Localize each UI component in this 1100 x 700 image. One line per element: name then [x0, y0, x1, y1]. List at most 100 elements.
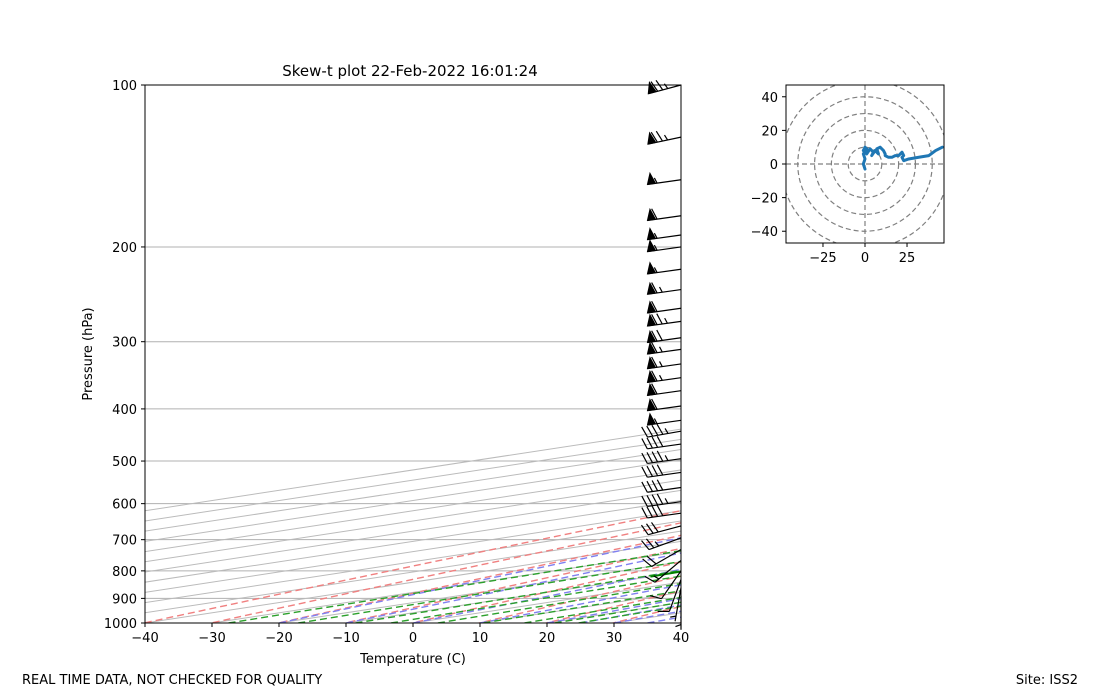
- barb-feather: [651, 522, 659, 533]
- barb-half-feather: [653, 244, 658, 251]
- mixing-ratio-line: [390, 575, 681, 623]
- barb-flag: [646, 171, 657, 185]
- skewt-title: Skew-t plot 22-Feb-2022 16:01:24: [282, 62, 538, 80]
- x-tick-label: 30: [606, 631, 623, 646]
- barb-feather: [640, 524, 649, 536]
- barb-feather: [651, 300, 658, 312]
- skewt-x-axis-label: Temperature (C): [359, 652, 466, 667]
- barb-feather: [651, 436, 659, 448]
- barb-feather: [651, 505, 659, 517]
- barb-feather: [650, 131, 658, 143]
- barb-half-feather: [658, 374, 663, 381]
- barb-flag: [646, 261, 657, 275]
- barb-feather: [646, 452, 654, 463]
- mixing-ratio-line: [554, 601, 681, 623]
- mixing-ratio-line: [437, 582, 681, 623]
- wind-barb: [646, 356, 682, 370]
- wind-barb: [641, 479, 682, 493]
- hodograph-rings: [786, 85, 944, 243]
- wind-barb: [642, 548, 682, 567]
- wind-barb: [646, 412, 682, 426]
- barb-feather: [646, 506, 654, 518]
- barb-flag: [646, 356, 657, 370]
- barb-half-feather: [653, 418, 658, 424]
- quality-disclaimer: REAL TIME DATA, NOT CHECKED FOR QUALITY: [22, 673, 323, 688]
- barb-flag: [646, 300, 657, 314]
- barb-feather: [656, 329, 663, 341]
- barb-staff: [647, 430, 682, 438]
- wind-barb: [646, 300, 682, 314]
- y-tick-label: 600: [112, 498, 137, 513]
- wind-barb: [646, 281, 682, 295]
- barb-feather: [651, 398, 658, 410]
- barb-staff: [668, 579, 682, 612]
- barb-feather: [651, 282, 658, 294]
- x-tick-label: −10: [332, 631, 359, 646]
- barb-half-feather: [654, 541, 660, 547]
- barb-feather: [651, 208, 658, 220]
- barb-feather: [651, 314, 658, 325]
- wind-barb: [646, 313, 682, 327]
- barb-feather: [645, 538, 655, 549]
- hodograph-x-tick-label: 0: [861, 251, 869, 266]
- y-tick-label: 400: [112, 403, 137, 418]
- barb-flag: [646, 239, 657, 253]
- skewt-plot-area: [145, 85, 681, 623]
- isotherm-line: [145, 520, 681, 604]
- wind-barbs: [640, 79, 682, 630]
- moist-adiabat-line: [479, 584, 681, 623]
- barb-half-feather: [664, 428, 669, 434]
- barb-feather: [656, 450, 664, 462]
- mixing-ratio-line: [298, 560, 681, 623]
- barb-staff: [648, 537, 682, 551]
- hodograph-panel: −25 0 25 −40 −20 0 20 40: [751, 84, 945, 266]
- isotherm-line: [145, 479, 681, 563]
- barb-feather: [642, 558, 652, 567]
- hodograph-y-tick-label: 40: [761, 91, 778, 106]
- barb-flag: [646, 207, 657, 221]
- hodograph-wind-trace: [861, 145, 944, 171]
- barb-half-feather: [658, 361, 663, 367]
- barb-feather: [656, 479, 664, 491]
- wind-barb: [646, 227, 682, 241]
- y-tick-label: 800: [112, 565, 137, 580]
- barb-feather: [657, 610, 670, 613]
- hodograph-y-tick-label: −40: [751, 225, 778, 240]
- mixing-ratio-line: [483, 590, 681, 623]
- wind-barb: [641, 537, 682, 551]
- barb-feather: [651, 465, 659, 477]
- wind-barb: [646, 171, 682, 186]
- barb-flag: [646, 227, 657, 241]
- barb-half-feather: [675, 624, 682, 628]
- isotherm-line: [145, 469, 681, 553]
- y-tick-label: 300: [112, 336, 137, 351]
- barb-feather: [656, 505, 664, 517]
- dry-adiabat-line: [207, 522, 681, 623]
- hodograph-y-tick-label: −20: [751, 192, 778, 207]
- wind-barb: [646, 398, 682, 412]
- barb-flag: [647, 131, 657, 145]
- barb-staff: [674, 587, 682, 622]
- barb-feather: [641, 540, 650, 551]
- wind-barb: [640, 522, 682, 536]
- barb-feather: [651, 356, 658, 368]
- x-tick-label: 20: [539, 631, 556, 646]
- barb-feather: [651, 342, 658, 353]
- x-tick-label: 10: [472, 631, 489, 646]
- barb-feather: [655, 130, 664, 142]
- barb-feather: [645, 523, 654, 534]
- wind-barb: [641, 493, 682, 508]
- wind-barb: [644, 559, 682, 583]
- barb-feather: [656, 493, 664, 505]
- wind-barb: [641, 464, 682, 478]
- barb-feather: [644, 575, 656, 583]
- wind-barb: [646, 369, 682, 384]
- wind-barb: [670, 587, 682, 622]
- hodograph-x-ticks: −25 0 25: [809, 243, 915, 266]
- barb-flag: [646, 329, 657, 343]
- barb-feather: [646, 437, 654, 449]
- wind-barb: [646, 329, 682, 344]
- barb-half-feather: [653, 267, 658, 273]
- wind-barb: [657, 579, 682, 613]
